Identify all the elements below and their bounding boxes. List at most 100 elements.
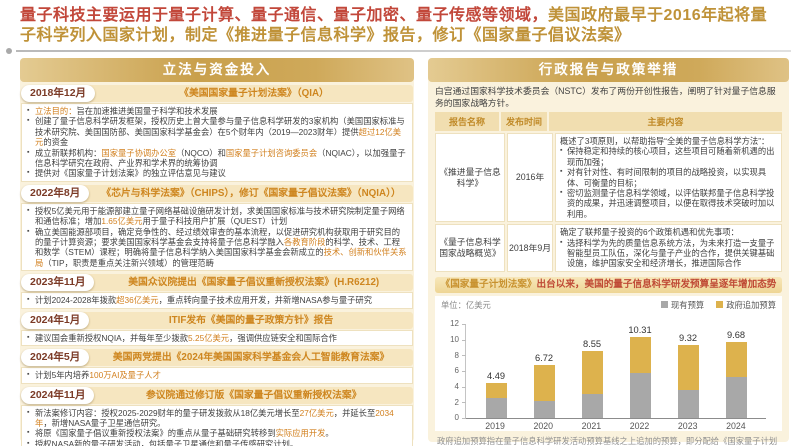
content-bullet: 选择科学为先的质量信息系统方法，为未来打造一支量子智能型员工队伍，深化与量子产业… xyxy=(560,238,777,269)
plain-text: 成立新联邦机构： xyxy=(35,147,102,158)
date-pill: 2023年11月 xyxy=(21,274,95,292)
section-title: 参议院通过修订版《国家量子倡议重新授权法案》 xyxy=(86,386,413,404)
section-header-row: 2018年12月 《美国国家量子计划法案》（QIA） xyxy=(21,85,413,102)
bar-group: 6.72 xyxy=(533,324,555,418)
y-tick-label: 8 xyxy=(454,350,459,360)
bar-group: 10.31 xyxy=(628,324,652,418)
report-name-cell: 《量子信息科学国家战略概览》 xyxy=(435,224,505,272)
report-date-cell: 2018年9月 xyxy=(507,224,553,272)
content-intro: 确定了联邦量子投资的6个政策机遇和优先事项： xyxy=(560,227,739,238)
plain-text: 授权NASA新的量子研发活动，包括量子卫星通信和量子传感研究计划。 xyxy=(35,438,299,446)
highlight-text: 实际应用开发 xyxy=(275,428,326,439)
section-content: 计划2024-2028年拨款超36亿美元，重点转向量子技术应用开发，并新增NAS… xyxy=(21,292,413,309)
plain-text: （NQIAC），以加强量子信息科学研究在政府、产业界和学术界的统筹协调 xyxy=(35,147,406,169)
bullet-item: 计划2024-2028年拨款超36亿美元，重点转向量子技术应用开发，并新增NAS… xyxy=(27,295,407,306)
bars: 4.49 6.72 8.55 10.31 9.32 9.68 xyxy=(466,324,766,418)
date-pill: 2018年12月 xyxy=(21,85,96,102)
section-title: ITIF发布《美国的量子政策方针》报告 xyxy=(81,311,413,329)
report-name-cell: 《推进量子信息科学》 xyxy=(435,133,505,223)
plain-text: 的科学、技术、工程和数学（STEM）课程；明确将量子信息科学纳入美国国家科学基金… xyxy=(35,237,401,258)
bullet-item: 立法目的：旨在加速推进美国量子科学和技术发展 xyxy=(27,106,407,117)
bar-value-label: 4.49 xyxy=(486,370,506,381)
bar-segment-additional xyxy=(725,342,747,378)
content-bullet: 保持稳定和持续的核心项目，这些项目可随着新机遇的出现而加强； xyxy=(560,146,777,167)
highlight-text: 国家量子协调办公室 xyxy=(101,147,177,158)
bar-value-label: 8.55 xyxy=(582,338,602,349)
plain-text: 新法案修订内容：授权2025-2029财年的量子研发拨款从18亿美元增长至 xyxy=(35,407,300,418)
bar-segment-existing xyxy=(629,373,651,418)
table-row: 《量子信息科学国家战略概览》 2018年9月 确定了联邦量子投资的6个政策机遇和优先… xyxy=(435,224,782,272)
section-title: 《芯片与科学法案》（CHIPS），修订《国家量子倡议法案》（NQIA）） xyxy=(81,184,413,202)
highlight-text: 超36亿美元 xyxy=(116,295,159,306)
page-title-gold-part: 美国政府最早于2016年起将量子科学列入国家计划，制定《推进量子信息科学》报告，… xyxy=(20,7,768,44)
plain-text: 将原《国家量子倡议重新授权法案》的重点从量子基础研究转移到 xyxy=(35,428,276,439)
y-tick-label: 0 xyxy=(454,413,459,423)
legend-item: 现有预算 xyxy=(661,299,704,311)
bullet-item: 确立美国能源部项目，确定竞争性的、经过绩效审查的基本流程，以促进研究机构获取用于… xyxy=(27,227,407,269)
section-content: 建议国会重新授权NQIA，并每年至少拨款5.25亿美元，强调供应链安全和国际合作 xyxy=(21,329,413,347)
content-bullet: 密切监测量子信息科学领域，以评估联邦量子信息科学投资的成果，并迅速调整项目，以便… xyxy=(560,188,777,219)
highlight-text: 2034年 xyxy=(35,407,394,428)
bar-group: 9.32 xyxy=(677,324,699,418)
bullet-item: 授权5亿美元用于能源部建立量子网络基础设施研发计划，求美国国家标准与技术研究院制… xyxy=(27,206,407,227)
bullet-item: 授权NASA新的量子研发活动，包括量子卫星通信和量子传感研究计划。 xyxy=(27,439,407,446)
chart-xlabels: 2019 2020 2021 2022 2023 2024 xyxy=(465,421,766,431)
bar-segment-additional xyxy=(533,365,555,401)
chart-footnote: 政府追加预算指在量子信息科学研发活动预算基线之上追加的预算，即分配给《国家量子计… xyxy=(437,435,778,446)
plain-text: ，强调供应链安全和国际合作 xyxy=(229,332,337,343)
bar-group: 4.49 xyxy=(485,324,507,418)
plain-text: 旨在加速推进美国量子科学和技术发展 xyxy=(76,106,218,116)
date-pill: 2024年11月 xyxy=(21,386,95,404)
legend-swatch xyxy=(716,301,724,309)
panel-admin-policy: 行政报告与政策举措 白宫通过国家科学技术委员会（NSTC）发布了两份开创性报告，… xyxy=(428,58,789,446)
section-header-row: 2022年8月 《芯片与科学法案》（CHIPS），修订《国家量子倡议法案》（NQI… xyxy=(21,184,413,202)
chart-top-row: 单位：亿美元 现有预算 政府追加预算 xyxy=(441,299,776,311)
plain-text: ，新增NASA量子卫星通信研究。 xyxy=(43,417,166,428)
divider-dot-icon xyxy=(6,48,12,54)
chart-legend: 现有预算 政府追加预算 xyxy=(661,299,776,311)
bar-segment-additional xyxy=(485,382,507,398)
content-intro: 概述了3项原则，以帮助指导“全美的量子信息科学方法”： xyxy=(560,136,770,146)
legend-label: 现有预算 xyxy=(671,299,705,310)
column-header: 主要内容 xyxy=(549,112,782,131)
highlight-text: 立法目的： xyxy=(35,106,77,116)
highlight-text: 国家量子计划咨询委员会 xyxy=(225,147,318,158)
section-header-row: 2024年1月 ITIF发布《美国的量子政策方针》报告 xyxy=(21,311,413,329)
legend-swatch xyxy=(661,301,668,309)
plain-text: （TIP，职责是重点关注新兴领域）的管理范畴 xyxy=(43,257,214,268)
right-panel-header: 行政报告与政策举措 xyxy=(428,58,789,82)
section-header-row: 2024年5月 美国两党提出《2024年美国国家科学基金会人工智能教育法案》 xyxy=(21,349,413,367)
bar-group: 8.55 xyxy=(581,324,603,418)
plain-text: 提供对《国家量子计划法案》的独立评估意见与建议 xyxy=(35,168,226,179)
date-pill: 2022年8月 xyxy=(21,184,90,202)
left-sections: 2018年12月《美国国家量子计划法案》（QIA） 立法目的：旨在加速推进美国量子… xyxy=(20,85,414,446)
chart-banner: 《国家量子计划法案》出台以来，美国的量子信息科学研发预算呈逐年增加态势 xyxy=(435,276,782,293)
x-axis-label: 2023 xyxy=(677,420,698,431)
plain-text: 计划5年内培养 xyxy=(35,370,90,381)
bar-group: 9.68 xyxy=(725,324,747,418)
timeline-section: 2024年11月参议院通过修订版《国家量子倡议重新授权法案》新法案修订内容：授权… xyxy=(21,386,413,446)
bullet-item: 将原《国家量子倡议重新授权法案》的重点从量子基础研究转移到实际应用开发。 xyxy=(27,428,407,439)
plain-text: ，并延长至 xyxy=(333,407,376,418)
section-content: 授权5亿美元用于能源部建立量子网络基础设施研发计划，求美国国家标准与技术研究院制… xyxy=(21,202,413,272)
bar-segment-additional xyxy=(677,344,699,390)
x-axis-label: 2019 xyxy=(485,420,505,431)
bullet-item: 提供对《国家量子计划法案》的独立评估意见与建议 xyxy=(27,168,407,179)
y-tick-label: 4 xyxy=(454,382,459,392)
legend-item: 政府追加预算 xyxy=(716,299,776,311)
legend-label: 政府追加预算 xyxy=(726,299,776,310)
banner-act-name: 《国家量子计划法案》 xyxy=(440,278,537,290)
bar-segment-existing xyxy=(677,389,699,418)
content-bullet: 对有针对性、有时间限制的项目的战略投资，以实现具体、可衡量的目标； xyxy=(560,167,777,188)
bar-segment-additional xyxy=(629,337,651,374)
plain-text: 的资金 xyxy=(43,137,69,148)
plain-text: 。 xyxy=(325,428,334,439)
section-content: 新法案修订内容：授权2025-2029财年的量子研发拨款从18亿美元增长至27亿… xyxy=(21,404,413,446)
bar-segment-existing xyxy=(581,394,603,418)
y-tick-label: 10 xyxy=(450,335,459,345)
bar-value-label: 9.68 xyxy=(726,330,746,341)
chart-plot: 0 2 4 6 8 10 12 4.49 6.72 8.55 10.31 9.32 9.68 xyxy=(450,319,766,422)
y-tick-label: 12 xyxy=(450,319,459,329)
